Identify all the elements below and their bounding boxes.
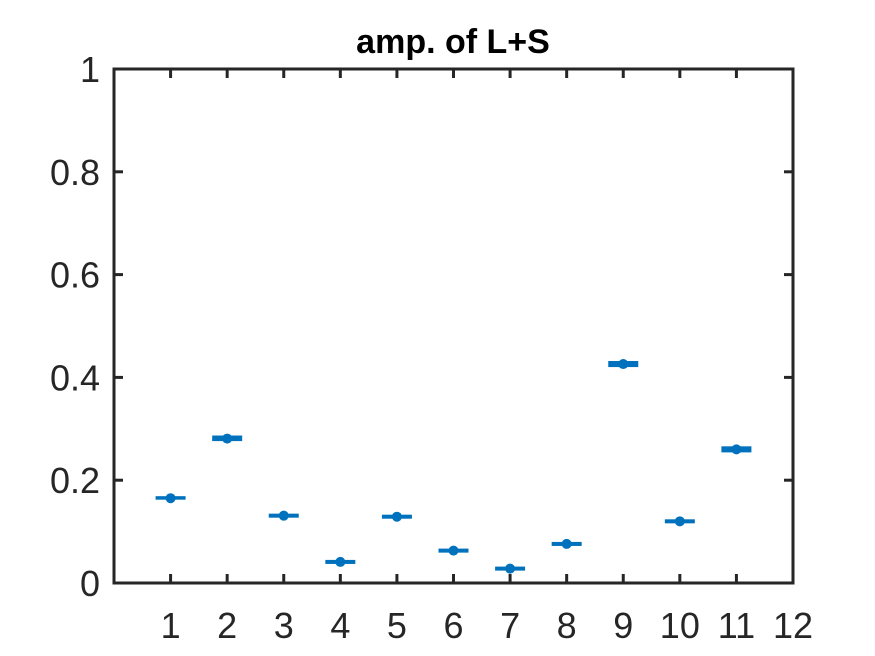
data-point bbox=[335, 556, 346, 567]
y-tick-label: 0.6 bbox=[50, 255, 100, 296]
x-tick-label: 6 bbox=[443, 605, 463, 646]
data-point bbox=[222, 433, 233, 444]
x-tick-label: 11 bbox=[718, 605, 755, 646]
data-point bbox=[278, 510, 289, 521]
x-axis-ticks: 1 2 3 4 5 6 7 8 9 10 11 12 bbox=[161, 69, 813, 646]
x-tick-label: 5 bbox=[387, 605, 407, 646]
x-tick-label: 2 bbox=[217, 605, 237, 646]
y-tick-label: 0 bbox=[80, 563, 100, 604]
y-tick-label: 0.2 bbox=[50, 460, 100, 501]
x-tick-label: 7 bbox=[500, 605, 520, 646]
data-point bbox=[391, 511, 402, 522]
x-tick-label: 12 bbox=[773, 605, 813, 646]
x-tick-label: 4 bbox=[330, 605, 350, 646]
y-tick-label: 0.4 bbox=[50, 357, 100, 398]
data-series bbox=[155, 359, 752, 574]
y-axis-ticks: 0 0.2 0.4 0.6 0.8 1 bbox=[50, 49, 793, 604]
data-point bbox=[731, 444, 742, 455]
x-tick-label: 10 bbox=[660, 605, 700, 646]
data-point bbox=[505, 563, 516, 574]
chart-title: amp. of L+S bbox=[356, 23, 550, 61]
x-tick-label: 3 bbox=[274, 605, 294, 646]
data-point bbox=[618, 359, 629, 370]
plot-area-frame bbox=[112, 67, 795, 585]
x-tick-label: 9 bbox=[613, 605, 633, 646]
x-tick-label: 8 bbox=[557, 605, 577, 646]
y-tick-label: 1 bbox=[80, 49, 100, 90]
data-point bbox=[448, 545, 459, 556]
y-tick-label: 0.8 bbox=[50, 152, 100, 193]
data-point bbox=[674, 516, 685, 527]
data-point bbox=[561, 538, 572, 549]
x-tick-label: 1 bbox=[161, 605, 181, 646]
data-point bbox=[165, 493, 176, 504]
